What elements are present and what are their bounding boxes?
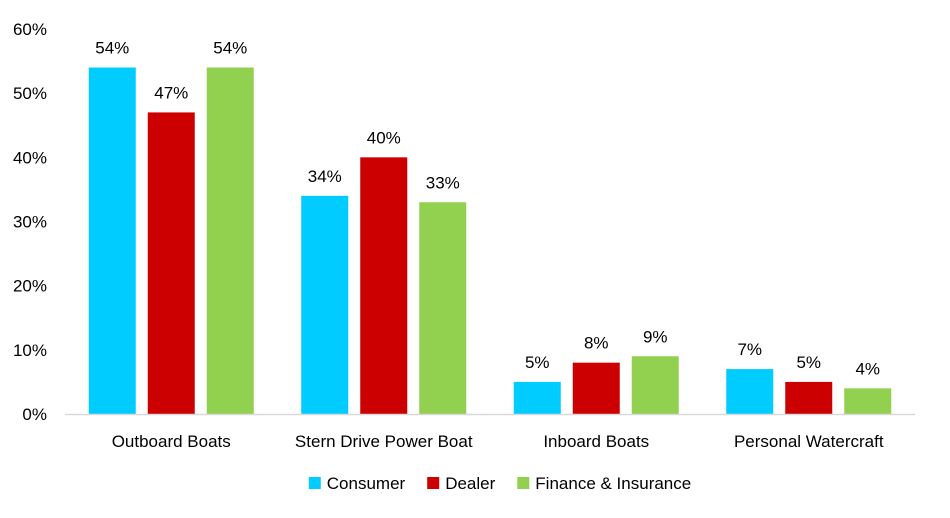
y-tick-label: 60% [13, 20, 47, 39]
x-tick-label: Outboard Boats [112, 432, 231, 451]
bar-finance-insurance-4 [844, 388, 892, 414]
legend-swatch [308, 477, 321, 489]
bar-dealer-1 [147, 112, 195, 415]
legend-swatch [517, 477, 530, 489]
bar-consumer-2 [301, 195, 349, 414]
bar-finance-insurance-1 [206, 67, 254, 414]
bar-consumer-4 [726, 369, 774, 414]
y-tick-label: 30% [13, 213, 47, 232]
data-label: 9% [643, 327, 668, 346]
data-label: 40% [367, 128, 401, 147]
data-label: 54% [213, 39, 247, 58]
x-axis-ticks: Outboard Boats Stern Drive Power Boat Inbo… [112, 432, 884, 451]
bar-dealer-2 [360, 157, 408, 415]
legend-label: Consumer [327, 474, 406, 493]
y-tick-label: 10% [13, 341, 47, 360]
x-tick-label: Inboard Boats [543, 432, 649, 451]
data-label: 34% [308, 167, 342, 186]
data-label: 33% [426, 173, 460, 192]
data-label: 8% [584, 334, 609, 353]
y-tick-label: 0% [22, 405, 47, 424]
bar-consumer-3 [513, 381, 561, 414]
bar-finance-insurance-2 [419, 202, 467, 414]
legend-item: Consumer [308, 474, 406, 493]
data-label: 54% [95, 39, 129, 58]
y-axis-ticks: 0% 10% 20% 30% 40% 50% 60% [13, 20, 47, 424]
legend-swatch [427, 477, 440, 489]
data-label: 47% [154, 83, 188, 102]
legend-label: Finance & Insurance [535, 474, 691, 493]
bar-dealer-4 [785, 381, 833, 414]
y-tick-label: 20% [13, 277, 47, 296]
y-tick-label: 50% [13, 84, 47, 103]
legend: Consumer Dealer Finance & Insurance [308, 474, 691, 493]
legend-label: Dealer [445, 474, 495, 493]
data-label: 5% [525, 353, 550, 372]
data-label: 5% [796, 353, 821, 372]
legend-item: Dealer [427, 474, 496, 493]
y-tick-label: 40% [13, 148, 47, 167]
bar-dealer-3 [572, 362, 620, 414]
data-label: 7% [737, 340, 762, 359]
bar-finance-insurance-3 [631, 356, 679, 414]
x-tick-label: Personal Watercraft [734, 432, 884, 451]
bars [88, 67, 892, 415]
data-label: 4% [855, 359, 880, 378]
bar-consumer-1 [88, 67, 136, 414]
data-labels: 54% 47% 54% 34% 40% 33% 5% 8% 9% 7% 5% 4% [95, 39, 880, 379]
x-tick-label: Stern Drive Power Boat [295, 432, 473, 451]
legend-item: Finance & Insurance [517, 474, 691, 493]
